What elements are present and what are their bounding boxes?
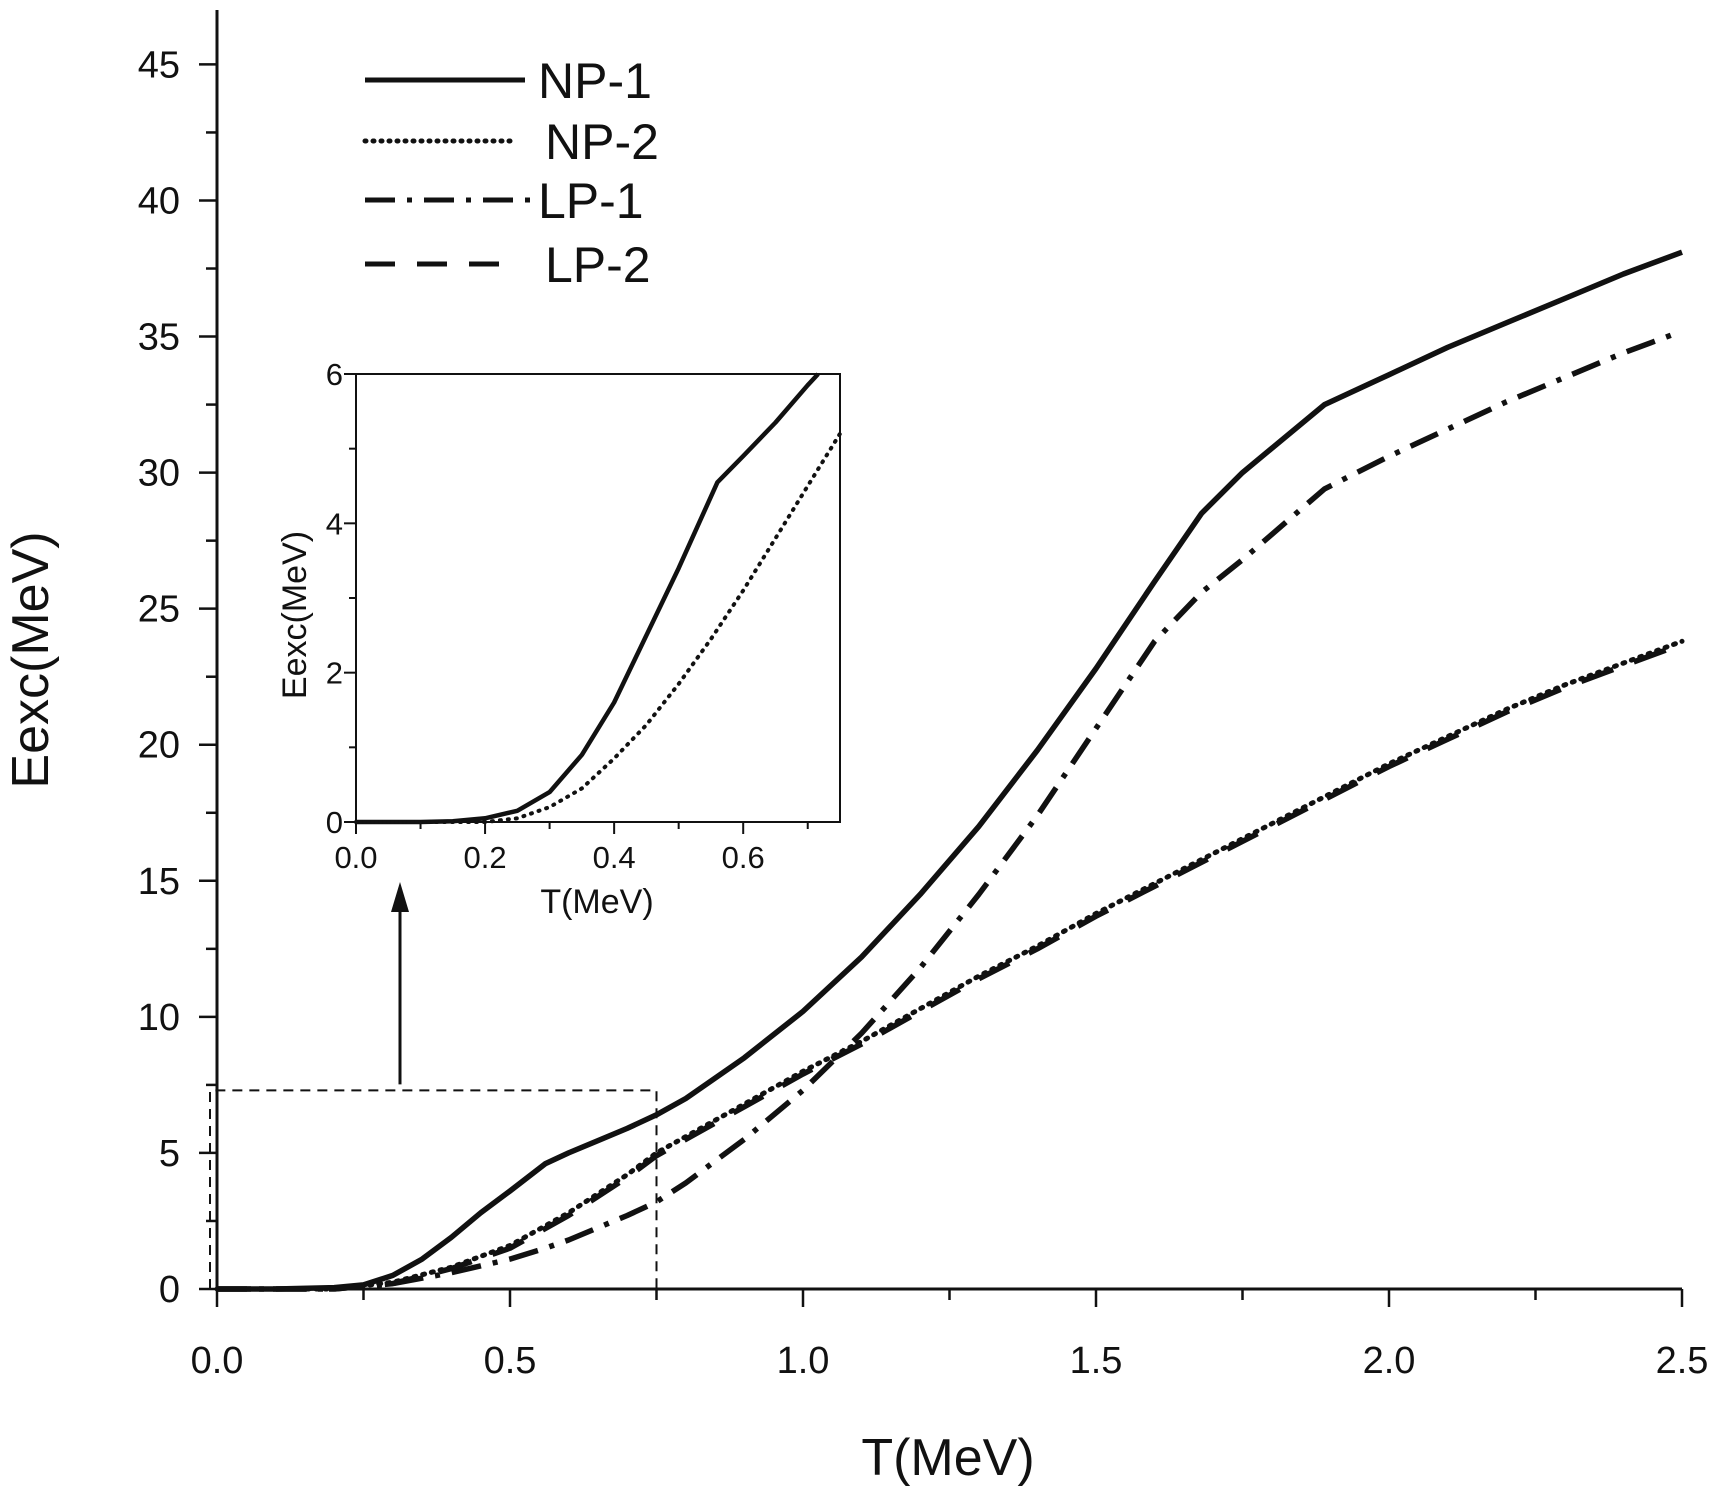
- legend-label-NP-2: NP-2: [545, 114, 659, 170]
- y-tick-label: 5: [159, 1133, 180, 1175]
- legend: NP-1NP-2LP-1 LP-2: [362, 53, 659, 293]
- inset-y-axis-title: Eexc(MeV): [276, 531, 314, 699]
- x-axis-title: T(MeV): [861, 1429, 1034, 1487]
- inset-series-line-dotted: [354, 431, 842, 824]
- zoom-region-guide: [209, 882, 658, 1290]
- inset-x-tick-label: 0.2: [464, 840, 507, 875]
- x-tick-label: 1.5: [1070, 1340, 1123, 1382]
- inset-chart: 0.0 0.2 0.4 0.6 0 2 4 6 T(MeV) Eexc(MeV): [276, 357, 842, 921]
- y-tick-label: 40: [138, 180, 180, 222]
- y-tick-label: 35: [138, 317, 180, 359]
- series-line-LP-1: [217, 328, 1683, 1292]
- y-tick-label: 0: [159, 1269, 180, 1311]
- inset-series-line-solid: [356, 372, 820, 825]
- inset-y-tick-label: 0: [326, 805, 343, 840]
- y-tick-label: 25: [138, 589, 180, 631]
- inset-x-tick-label: 0.0: [334, 840, 377, 875]
- legend-label-LP-1: LP-1: [538, 173, 644, 229]
- inset-y-tick-label: 4: [326, 506, 343, 541]
- inset-x-tick-label: 0.4: [593, 840, 636, 875]
- y-axis-title: Eexc(MeV): [2, 531, 60, 788]
- series-line-NP-1: [217, 249, 1683, 1292]
- y-tick-label: 30: [138, 453, 180, 495]
- series-line-LP-2: [217, 641, 1683, 1292]
- zoom-box: [209, 1089, 658, 1290]
- zoom-arrow-head: [391, 882, 409, 912]
- legend-label-LP-2: LP-2: [545, 237, 651, 293]
- inset-x-tick-label: 0.6: [722, 840, 765, 875]
- x-tick-label: 2.0: [1363, 1340, 1416, 1382]
- x-tick-label: 2.5: [1656, 1340, 1709, 1382]
- x-tick-label: 0.0: [191, 1340, 244, 1382]
- inset-series-lines: [354, 372, 842, 825]
- inset-tick-labels: 0.0 0.2 0.4 0.6 0 2 4 6: [326, 357, 765, 875]
- inset-frame: [355, 373, 841, 823]
- main-series-lines: [214, 249, 1685, 1292]
- y-tick-label: 10: [138, 997, 180, 1039]
- y-tick-label: 15: [138, 861, 180, 903]
- inset-y-tick-label: 2: [326, 656, 343, 691]
- legend-label-NP-1: NP-1: [538, 53, 652, 109]
- inset-x-axis-title: T(MeV): [540, 883, 653, 921]
- y-tick-label: 45: [138, 44, 180, 86]
- x-tick-label: 0.5: [484, 1340, 537, 1382]
- x-tick-label: 1.0: [777, 1340, 830, 1382]
- y-tick-label: 20: [138, 725, 180, 767]
- inset-y-tick-label: 6: [326, 357, 343, 392]
